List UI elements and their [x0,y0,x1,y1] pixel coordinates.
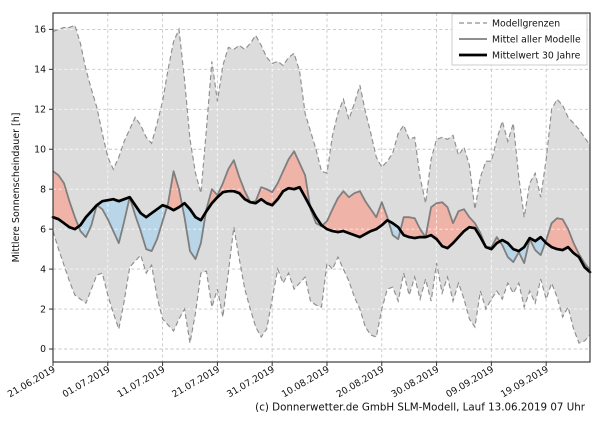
legend-item-model-bounds: Modellgrenzen [459,18,560,29]
y-axis-label: Mittlere Sonnenscheindauer [h] [11,113,22,263]
y-axis: 0 2 4 6 8 10 12 14 16 [34,25,53,355]
model-upper-bound-line [52,24,591,218]
legend: Modellgrenzen Mittel aller Modelle Mitte… [451,13,588,66]
plot-border [52,12,591,363]
legend-item-model-mean: Mittel aller Modelle [459,34,581,45]
legend-label: Mittelwert 30 Jahre [492,50,581,61]
x-tick-label: 21.07.2019 [170,364,222,400]
x-tick-label: 31.07.2019 [225,364,277,400]
x-tick-label: 11.07.2019 [115,364,167,400]
x-tick-label: 21.06.2019 [6,364,58,400]
x-tick-label: 30.08.2019 [389,364,441,400]
x-tick-label: 20.08.2019 [335,364,387,400]
x-tick-label: 10.08.2019 [280,364,332,400]
model-lower-bound-line [52,227,591,344]
x-tick-label: 01.07.2019 [61,364,113,400]
y-tick-label: 16 [34,25,46,36]
x-tick-label: 09.09.2019 [444,364,496,400]
y-tick-label: 4 [40,264,46,275]
y-tick-label: 10 [34,144,46,155]
footer-credit: (c) Donnerwetter.de GmbH SLM-Modell, Lau… [255,402,586,414]
climate-mean-30y-line [51,185,592,274]
legend-label: Modellgrenzen [492,18,560,29]
x-axis: 21.06.2019 01.07.2019 11.07.2019 21.07.2019… [6,362,551,400]
model-range-band [53,25,590,344]
below-normal-fill [53,187,590,273]
x-tick-label: 19.09.2019 [499,364,551,400]
y-tick-label: 12 [34,105,46,116]
y-tick-label: 0 [40,344,46,355]
y-tick-label: 6 [40,224,46,235]
y-tick-label: 14 [34,65,46,76]
y-tick-label: 8 [40,184,46,195]
y-tick-label: 2 [40,304,46,315]
legend-label: Mittel aller Modelle [492,34,581,45]
legend-item-climate-mean: Mittelwert 30 Jahre [459,50,581,61]
